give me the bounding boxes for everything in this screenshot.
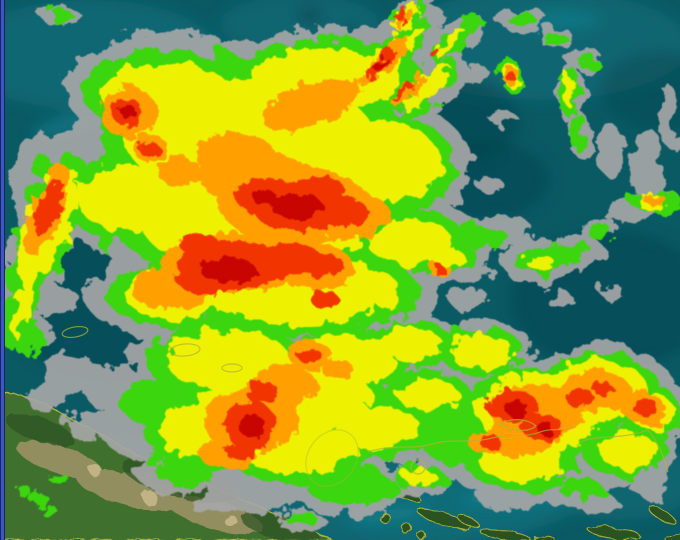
island-outline-small	[410, 459, 426, 475]
border-edge-outer	[0, 0, 1, 540]
land-peaks	[89, 464, 236, 526]
coastline-new-britain-south	[367, 426, 577, 453]
border-edge-inner	[4, 0, 5, 540]
coastline-east	[579, 429, 669, 473]
window-border-left	[0, 0, 5, 540]
island-outline-atoll	[221, 363, 243, 373]
coastline-overlay	[61, 325, 669, 487]
island-outline-fergusson	[305, 429, 359, 487]
rain-layer-dark-red	[120, 57, 553, 438]
island-outline-woodlark	[169, 343, 201, 357]
island-outline-trobriand	[61, 325, 89, 339]
coastline-loop	[498, 419, 537, 431]
border-stripe	[1, 0, 4, 540]
